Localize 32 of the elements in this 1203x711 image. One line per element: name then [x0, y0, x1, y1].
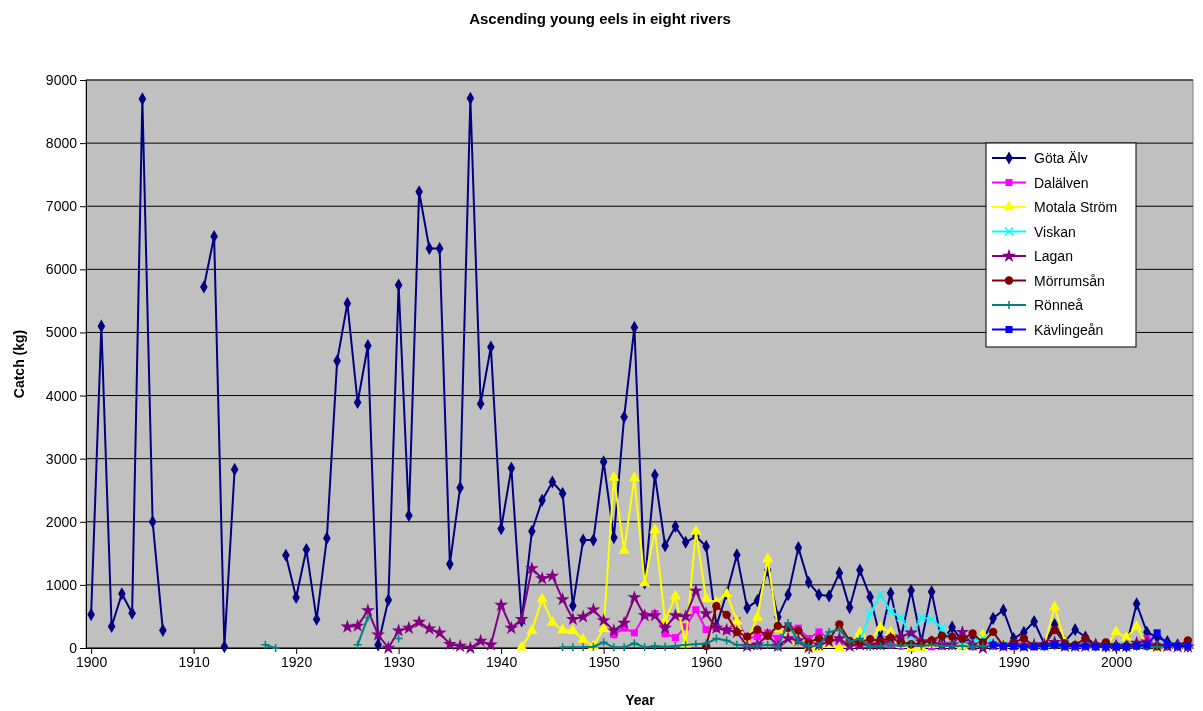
x-tick-label: 1960	[691, 653, 723, 670]
y-tick-label: 5000	[45, 324, 78, 341]
x-tick-label: 2000	[1101, 653, 1133, 670]
legend-label: Motala Ström	[1034, 199, 1118, 215]
x-tick-label: 1990	[998, 653, 1030, 670]
x-axis-title: Year	[625, 692, 656, 708]
legend-label: Göta Älv	[1034, 150, 1088, 166]
x-tick-label: 1940	[486, 653, 518, 670]
x-tick-label: 1980	[896, 653, 928, 670]
x-tick-label: 1970	[793, 653, 825, 670]
y-tick-label: 1000	[45, 576, 78, 593]
legend-label: Mörrumsån	[1034, 272, 1105, 289]
y-tick-label: 7000	[45, 198, 78, 215]
legend-label: Rönneå	[1034, 297, 1084, 313]
x-tick-label: 1900	[76, 653, 108, 670]
y-tick-label: 6000	[45, 261, 78, 278]
chart-title: Ascending young eels in eight rivers	[469, 10, 731, 27]
y-tick-label: 8000	[45, 135, 78, 152]
x-tick-label: 1920	[281, 653, 313, 670]
legend-label: Viskan	[1034, 223, 1076, 240]
legend-label: Dalälven	[1034, 174, 1089, 191]
x-tick-label: 1930	[383, 653, 415, 670]
y-tick-label: 9000	[45, 71, 78, 88]
y-tick-label: 3000	[45, 450, 78, 467]
y-tick-label: 4000	[45, 387, 78, 404]
y-axis-title: Catch (kg)	[11, 329, 27, 399]
legend-label: Lagan	[1034, 248, 1073, 264]
legend-label: Kävlingeån	[1034, 321, 1104, 338]
y-tick-label: 0	[69, 639, 78, 656]
x-tick-label: 1950	[588, 653, 620, 670]
x-tick-label: 1910	[178, 653, 210, 670]
y-tick-label: 2000	[45, 513, 78, 530]
